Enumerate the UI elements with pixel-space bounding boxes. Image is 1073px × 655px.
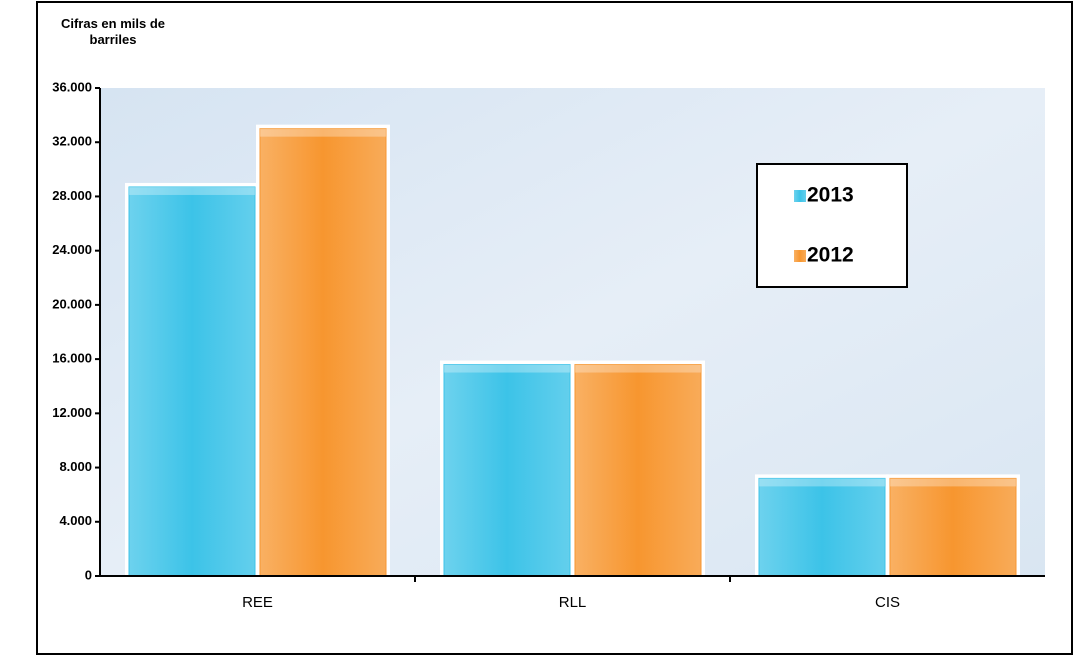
bar	[443, 364, 571, 577]
legend-label: 2012	[807, 244, 854, 267]
bar	[758, 477, 886, 577]
bar	[259, 128, 387, 577]
bar	[889, 477, 1017, 577]
y-tick-label: 20.000	[52, 296, 92, 311]
legend-swatch	[794, 190, 806, 202]
legend-box	[756, 163, 908, 288]
bar	[574, 364, 702, 577]
y-tick-label: 32.000	[52, 134, 92, 149]
y-tick-label: 28.000	[52, 188, 92, 203]
y-tick-label: 12.000	[52, 405, 92, 420]
y-tick-label: 4.000	[59, 513, 92, 528]
y-tick-label: 0	[85, 567, 92, 582]
bar-top	[129, 186, 255, 195]
x-tick-label: REE	[242, 594, 273, 611]
bar-top	[575, 364, 701, 373]
bar-top	[260, 128, 386, 137]
y-tick-label: 8.000	[59, 459, 92, 474]
legend-label: 2013	[807, 184, 854, 207]
bar-top	[444, 364, 570, 373]
y-tick-label: 16.000	[52, 351, 92, 366]
bar-top	[759, 478, 885, 487]
y-tick-label: 36.000	[52, 79, 92, 94]
x-tick-label: RLL	[559, 594, 587, 611]
x-tick-label: CIS	[875, 594, 900, 611]
bar-top	[890, 478, 1016, 487]
y-axis-title: Cifras en mils de barriles	[60, 16, 166, 47]
y-tick-label: 24.000	[52, 242, 92, 257]
legend-swatch	[794, 250, 806, 262]
bar	[128, 186, 256, 577]
